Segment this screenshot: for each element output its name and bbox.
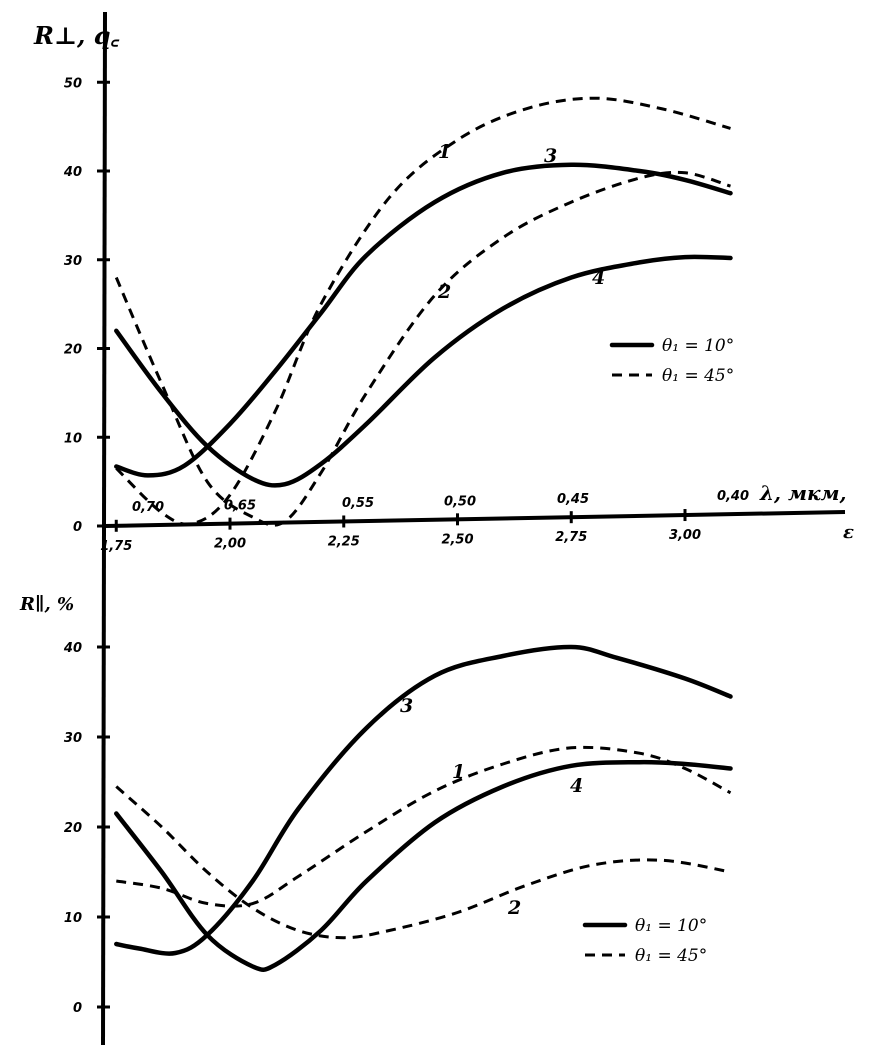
series-label: 1 <box>452 761 465 783</box>
x-tick-label-bottom: 1,75 <box>100 539 132 554</box>
y-tick-label: 30 <box>64 731 82 746</box>
series-curve-4 <box>114 759 733 972</box>
y-tick-label: 0 <box>73 1001 82 1016</box>
series-label: 3 <box>400 695 413 717</box>
series-curve-4 <box>114 254 733 488</box>
legend-layer: θ₁ = 10° θ₁ = 45° θ₁ = 10° θ₁ = 45° <box>582 336 734 966</box>
x-tick-label-bottom: 3,00 <box>669 528 701 543</box>
series-curve-2 <box>115 785 731 940</box>
y-tick-label: 50 <box>64 76 82 91</box>
y-tick-label: 20 <box>64 343 82 358</box>
legend-label: θ₁ = 45° <box>635 946 707 966</box>
series-curve-3 <box>114 644 733 956</box>
x-tick-label-bottom: 2,00 <box>214 537 246 552</box>
x-tick-label-top: 0,45 <box>557 492 589 507</box>
x-axis-label-epsilon: ε <box>843 522 854 543</box>
labels-layer: 0 10 20 30 40 50 0 10 20 30 40 1,75 2,00 2,25 2,50 2,75… <box>19 21 854 1016</box>
x-tick-label-top: 0,70 <box>132 500 164 515</box>
series-curve-1 <box>115 96 731 526</box>
series-label: 3 <box>544 145 557 167</box>
legend-label: θ₁ = 10° <box>635 916 707 936</box>
y-tick-label: 10 <box>64 911 82 926</box>
y-tick-label: 40 <box>63 641 82 656</box>
x-tick-label-bottom: 2,75 <box>555 530 587 545</box>
series-curve-2 <box>114 170 731 527</box>
axes-layer <box>97 11 846 1046</box>
series-label: 4 <box>570 775 583 797</box>
y-tick-label: 20 <box>64 821 82 836</box>
y-axis-label-top: R⊥, q꜀ <box>33 21 119 50</box>
x-tick-label-top: 0,40 <box>717 489 749 504</box>
x-tick-label-bottom: 2,50 <box>441 532 473 547</box>
series-label: 2 <box>507 897 521 919</box>
x-tick-label-top: 0,55 <box>342 496 374 511</box>
y-axis-label-bottom: R∥, % <box>19 594 74 615</box>
series-label: 2 <box>437 281 451 303</box>
series-label: 1 <box>438 141 451 163</box>
series-curve-3 <box>114 162 733 478</box>
curves-layer <box>114 96 733 972</box>
x-tick-label-bottom: 2,25 <box>328 534 360 549</box>
y-tick-label: 30 <box>64 254 82 269</box>
y-axis-line <box>101 11 107 1046</box>
y-tick-label: 0 <box>73 520 82 535</box>
series-curve-1 <box>116 745 732 908</box>
y-tick-label: 40 <box>63 165 82 180</box>
x-axis-line <box>104 510 846 528</box>
x-tick-label-top: 0,50 <box>444 494 476 509</box>
x-tick-label-top: 0,65 <box>224 498 256 513</box>
series-label: 4 <box>592 267 605 289</box>
x-axis-label-lambda: λ, мкм, <box>759 481 846 505</box>
y-tick-label: 10 <box>64 431 82 446</box>
legend-label: θ₁ = 10° <box>662 336 734 356</box>
legend-label: θ₁ = 45° <box>662 366 734 386</box>
